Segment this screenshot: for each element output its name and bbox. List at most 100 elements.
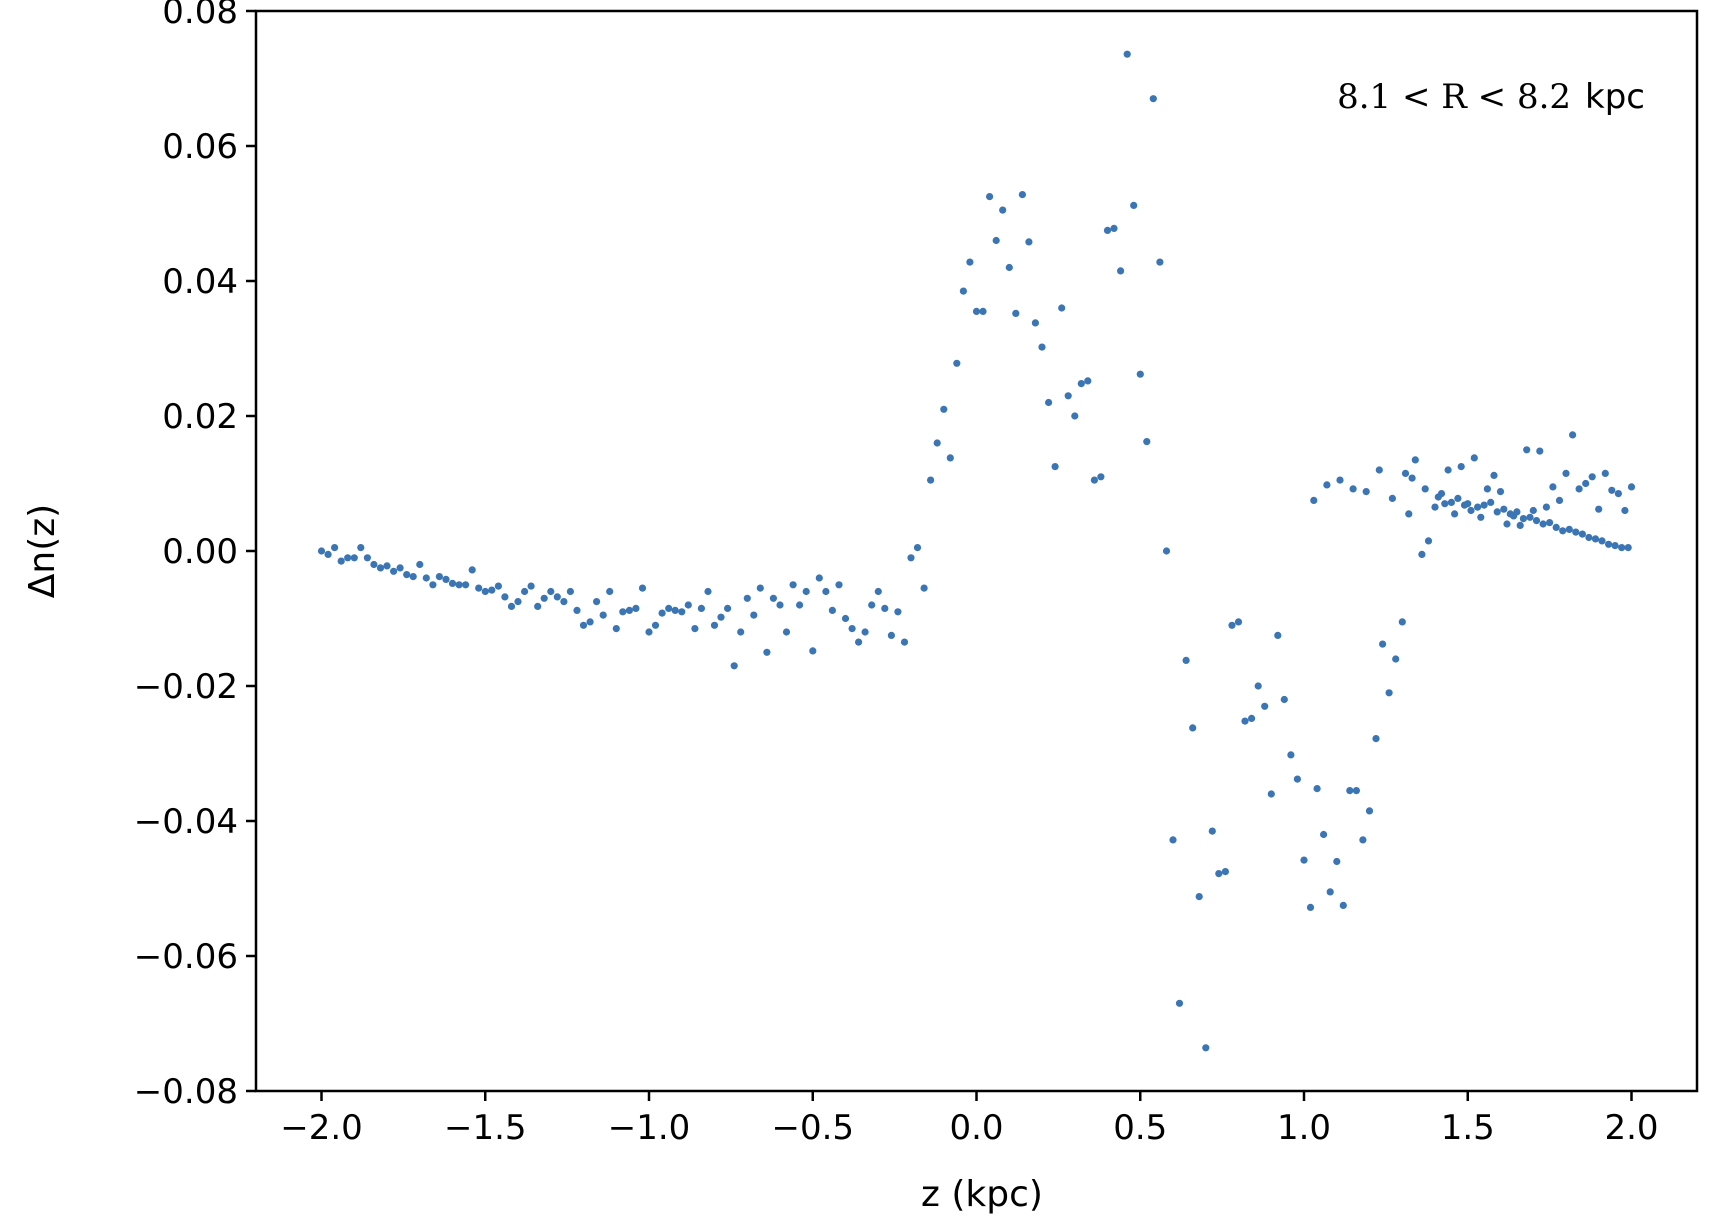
data-point (573, 606, 581, 615)
data-point (1441, 500, 1449, 508)
data-point (1483, 485, 1491, 493)
data-point (363, 554, 371, 562)
data-point (1310, 496, 1318, 504)
x-tick-label: −0.5 (771, 1108, 854, 1148)
data-point (1578, 530, 1586, 538)
data-point (403, 571, 411, 579)
data-point (638, 584, 647, 592)
data-point (331, 544, 339, 552)
data-point (1595, 505, 1603, 513)
data-point (651, 621, 660, 629)
data-point (1467, 506, 1475, 515)
data-point (1401, 469, 1410, 477)
data-point (894, 608, 902, 616)
data-point (861, 628, 869, 636)
data-point (658, 609, 666, 617)
data-point (1018, 191, 1026, 199)
data-point (317, 547, 326, 555)
data-point (1300, 856, 1308, 864)
data-point (501, 593, 509, 601)
data-point (357, 544, 365, 552)
data-point (579, 621, 588, 629)
data-point (933, 439, 941, 447)
data-point (337, 557, 345, 565)
data-point (599, 611, 607, 619)
data-point (1293, 775, 1301, 783)
data-point (697, 604, 706, 613)
data-point (566, 587, 575, 596)
data-point (1156, 258, 1164, 266)
data-point (782, 628, 791, 636)
data-point (527, 582, 535, 590)
data-point (1362, 488, 1370, 496)
data-point (1385, 689, 1393, 697)
data-point (619, 608, 627, 616)
y-tick-label: 0.00 (162, 532, 238, 572)
data-point (763, 648, 771, 656)
data-point (940, 405, 948, 413)
data-point (1149, 95, 1157, 103)
data-point (1585, 533, 1593, 542)
data-point (540, 594, 548, 602)
data-point (632, 604, 640, 613)
data-point (481, 587, 489, 596)
x-axis-ticks: −2.0 −1.5 −1.0 −0.5 0.0 0.5 1.0 1.5 2.0 (280, 1091, 1659, 1148)
data-point (521, 587, 529, 596)
data-point (1064, 392, 1072, 400)
data-point (855, 638, 863, 646)
data-point (1375, 466, 1383, 474)
data-point (881, 604, 889, 613)
data-point (390, 567, 398, 575)
data-point (448, 579, 457, 588)
data-point (383, 562, 391, 570)
y-tick-label: 0.02 (162, 397, 238, 437)
data-point (1591, 535, 1600, 543)
data-point (730, 662, 738, 670)
data-point (769, 594, 778, 602)
data-point (462, 581, 470, 589)
data-point (1071, 412, 1079, 420)
data-point (665, 604, 673, 613)
x-axis-label: z (kpc) (921, 1174, 1043, 1215)
data-point (488, 586, 496, 594)
data-point (1202, 1044, 1210, 1052)
data-point (1333, 857, 1341, 866)
data-point (828, 606, 837, 615)
data-point (1221, 868, 1229, 876)
data-point (494, 582, 502, 590)
data-point (802, 587, 810, 596)
data-point (1552, 523, 1560, 532)
data-point (514, 598, 522, 606)
data-point (1529, 506, 1537, 515)
data-point (1372, 735, 1380, 743)
data-point (874, 587, 882, 596)
x-tick-label: 0.0 (949, 1108, 1003, 1148)
data-point (1569, 431, 1577, 439)
data-point (822, 587, 830, 596)
data-point (1346, 787, 1354, 795)
data-point (1405, 510, 1413, 518)
data-point (717, 613, 725, 621)
y-tick-label: 0.06 (162, 127, 238, 167)
data-point (1215, 870, 1223, 878)
x-tick-label: −2.0 (280, 1108, 363, 1148)
data-point (835, 581, 843, 589)
y-tick-label: −0.04 (134, 802, 238, 842)
data-point (972, 307, 981, 315)
x-tick-label: 1.0 (1277, 1108, 1331, 1148)
data-point (1431, 503, 1439, 511)
data-point (422, 574, 430, 582)
data-point (986, 193, 994, 201)
data-point (1474, 503, 1482, 511)
data-point (376, 564, 385, 572)
data-point (1365, 807, 1374, 815)
data-point (475, 584, 483, 592)
data-point (1110, 224, 1118, 232)
data-point (429, 581, 437, 589)
data-point (1012, 309, 1020, 317)
data-point (1542, 503, 1550, 511)
data-point (1582, 479, 1590, 488)
data-point (1090, 476, 1098, 484)
data-point (1388, 494, 1396, 502)
data-point (841, 614, 850, 623)
